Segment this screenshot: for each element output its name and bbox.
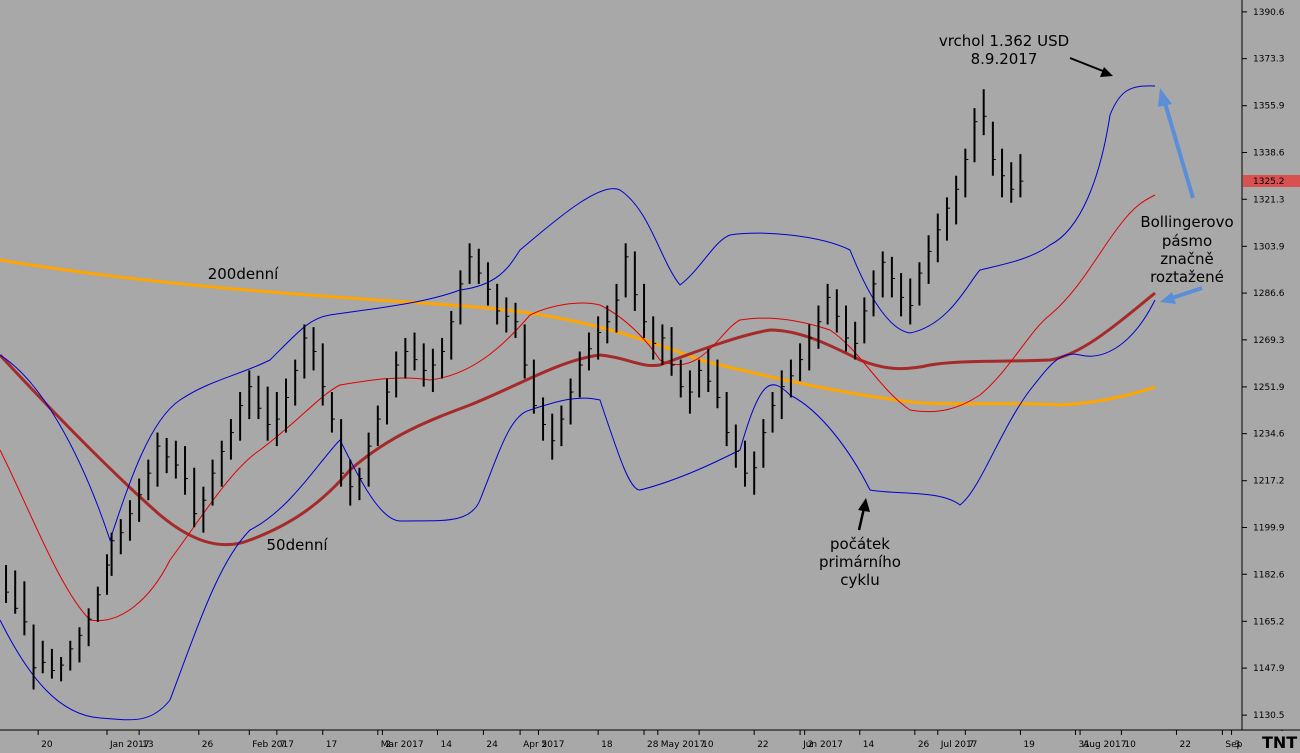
peak-arrow-head — [1100, 67, 1113, 77]
bollinger-annotation-line4: roztažené — [1150, 268, 1224, 286]
x-tick-label: 7 — [280, 740, 286, 750]
bollinger-annotation-line2: pásmo — [1162, 232, 1212, 250]
plot-area — [0, 0, 1242, 730]
bollinger-arrow-lower-head — [1160, 292, 1176, 304]
last-price-marker — [1243, 175, 1300, 187]
x-tick-label: 28 — [647, 740, 659, 750]
x-tick-label: Feb 2017 — [252, 740, 294, 750]
y-tick-label: 1303.9 — [1253, 242, 1285, 252]
x-tick-label: 26 — [202, 740, 214, 750]
sma50-label: 50denní — [266, 536, 328, 554]
y-tick-label: 1199.9 — [1253, 523, 1285, 533]
y-tick-label: 1321.3 — [1253, 195, 1285, 205]
y-axis-panel — [1242, 0, 1300, 753]
bollinger-arrow-upper-head — [1158, 88, 1172, 107]
bollinger-middle-band — [0, 194, 1156, 622]
y-tick-label: 1130.5 — [1253, 711, 1285, 721]
cycle-arrow-head — [858, 498, 870, 512]
x-tick-label: Mar 2017 — [381, 740, 424, 750]
x-tick-label: 18 — [601, 740, 613, 750]
x-tick-label: 7 — [968, 740, 974, 750]
x-tick-label: Apr 2017 — [523, 740, 564, 750]
y-tick-label: 1390.6 — [1253, 8, 1285, 18]
y-tick-label: 1355.9 — [1253, 102, 1285, 112]
x-tick-label: 22 — [757, 740, 768, 750]
x-tick-label: 2 — [385, 740, 391, 750]
x-tick-label: 14 — [863, 740, 875, 750]
x-tick-label: 24 — [486, 740, 498, 750]
cycle-arrow — [857, 507, 866, 531]
cycle-annotation-line1: počátek — [830, 535, 890, 553]
y-tick-label: 1147.9 — [1253, 664, 1285, 674]
last-price-label: 1325.2 — [1253, 177, 1285, 187]
x-tick-label: 22 — [1179, 740, 1190, 750]
y-tick-label: 1338.6 — [1253, 148, 1285, 158]
bollinger-arrow-lower — [1171, 286, 1203, 300]
y-tick-label: 1269.3 — [1253, 336, 1285, 346]
x-tick-label: 26 — [918, 740, 930, 750]
x-tick-label: 2 — [808, 740, 814, 750]
x-tick-label: May 2017 — [661, 740, 705, 750]
tnt-logo: TNT — [1242, 731, 1300, 753]
bollinger-upper-band — [0, 85, 1156, 542]
x-tick-label: 10 — [702, 740, 714, 750]
x-tick-label: 19 — [1023, 740, 1035, 750]
x-tick-label: Jun 2017 — [802, 740, 843, 750]
y-tick-label: 1165.2 — [1253, 617, 1285, 627]
y-tick-label: 1217.2 — [1253, 477, 1285, 487]
y-tick-label: 1182.6 — [1253, 570, 1285, 580]
x-tick-label: 3 — [1235, 740, 1241, 750]
y-tick-label: 1373.3 — [1253, 55, 1285, 65]
x-tick-label: Jul 2017 — [940, 740, 978, 750]
y-axis-ticks: 1130.5 1147.9 1165.2 1182.6 1199.9 1217.2 1234… — [1242, 8, 1285, 721]
bollinger-annotation-line3: značně — [1160, 250, 1214, 268]
y-tick-label: 1286.6 — [1253, 289, 1285, 299]
bollinger-lower-band — [0, 299, 1156, 721]
sma200-label: 200denní — [208, 265, 279, 283]
x-tick-label: 17 — [326, 740, 337, 750]
bollinger-arrow-upper — [1163, 102, 1195, 199]
x-tick-label: Aug 2017 — [1083, 740, 1126, 750]
x-tick-label: 14 — [440, 740, 452, 750]
peak-arrow — [1069, 57, 1109, 74]
x-tick-label: 31 — [1078, 740, 1089, 750]
y-tick-label: 1234.6 — [1253, 430, 1285, 440]
svg-text:TNT: TNT — [1262, 733, 1297, 752]
peak-annotation-line2: 8.9.2017 — [971, 50, 1038, 68]
cycle-annotation-line3: cyklu — [840, 571, 880, 589]
price-bars — [5, 89, 1024, 690]
x-tick-label: 5 — [541, 740, 547, 750]
x-tick-label: 13 — [142, 740, 153, 750]
bollinger-annotation-line1: Bollingerovo — [1140, 213, 1233, 231]
peak-annotation-line1: vrchol 1.362 USD — [939, 32, 1069, 50]
x-tick-label: 20 — [41, 740, 53, 750]
x-tick-label: 10 — [1124, 740, 1136, 750]
cycle-annotation-line2: primárního — [819, 553, 901, 571]
x-tick-label: Jan 2017 — [109, 740, 150, 750]
sma50-line — [0, 291, 1156, 547]
y-tick-label: 1251.9 — [1253, 383, 1285, 393]
